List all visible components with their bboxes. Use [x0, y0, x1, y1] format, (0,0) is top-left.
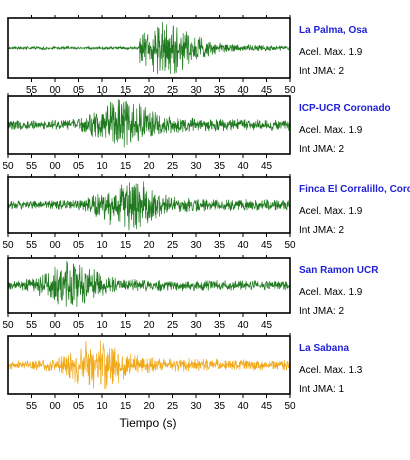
x-tick-label: 05	[73, 320, 85, 331]
x-tick-label: 10	[96, 161, 108, 172]
panel-3: 50 55 00 05 10 15 20 25 30 35 40 45 San Ramon UCR Ace…	[2, 255, 379, 331]
jma-intensity: Int JMA: 2	[299, 66, 344, 77]
max-acceleration: Acel. Max. 1.9	[299, 47, 363, 58]
panels-group: 55 00 05 10 15 20 25 30 35 40 45 50 La Palma, Osa Ace…	[2, 15, 410, 412]
x-tick-label: 55	[26, 85, 38, 96]
x-tick-label: 25	[167, 85, 179, 96]
x-tick-label: 50	[284, 240, 296, 251]
trace-1	[8, 99, 290, 148]
x-tick-label: 05	[73, 401, 85, 412]
x-tick-label: 25	[167, 161, 179, 172]
x-tick-label: 40	[237, 85, 249, 96]
max-acceleration: Acel. Max. 1.3	[299, 365, 363, 376]
x-tick-label: 40	[237, 240, 249, 251]
x-tick-label: 40	[237, 320, 249, 331]
x-tick-label: 00	[49, 401, 61, 412]
max-acceleration: Acel. Max. 1.9	[299, 125, 363, 136]
x-tick-label: 20	[143, 161, 155, 172]
x-tick-label: 00	[49, 320, 61, 331]
x-tick-label: 15	[120, 240, 132, 251]
station-name: ICP-UCR Coronado	[299, 103, 391, 114]
x-tick-label: 55	[26, 320, 38, 331]
x-tick-label: 35	[214, 401, 226, 412]
x-tick-label: 30	[190, 320, 202, 331]
x-tick-label: 40	[237, 161, 249, 172]
panel-0: 55 00 05 10 15 20 25 30 35 40 45 50 La Palma, Osa Ace…	[7, 15, 368, 96]
x-tick-label: 30	[190, 85, 202, 96]
x-tick-label: 50	[284, 401, 296, 412]
x-tick-label: 50	[284, 85, 296, 96]
x-tick-label: 25	[167, 401, 179, 412]
x-tick-label: 00	[49, 161, 61, 172]
x-tick-label: 30	[190, 161, 202, 172]
trace-2	[8, 181, 290, 231]
jma-intensity: Int JMA: 2	[299, 144, 344, 155]
x-tick-label: 50	[2, 240, 14, 251]
x-tick-label: 10	[96, 240, 108, 251]
x-tick-label: 25	[167, 320, 179, 331]
trace-0	[8, 22, 290, 75]
max-acceleration: Acel. Max. 1.9	[299, 287, 363, 298]
x-tick-label: 05	[73, 85, 85, 96]
panel-2: 50 55 00 05 10 15 20 25 30 35 40 45 50 Finca El Corra…	[2, 174, 410, 251]
x-tick-label: 30	[190, 401, 202, 412]
station-name: La Sabana	[299, 343, 349, 354]
x-tick-label: 05	[73, 240, 85, 251]
x-tick-label: 20	[143, 401, 155, 412]
x-tick-label: 10	[96, 401, 108, 412]
x-tick-label: 10	[96, 85, 108, 96]
x-tick-label: 35	[214, 240, 226, 251]
panel-1: 50 55 00 05 10 15 20 25 30 35 40 45 ICP-UCR Coronado…	[2, 93, 391, 172]
x-axis-title: Tiempo (s)	[120, 416, 177, 430]
x-tick-label: 30	[190, 240, 202, 251]
x-tick-label: 45	[261, 85, 273, 96]
x-tick-label: 20	[143, 320, 155, 331]
x-tick-label: 45	[261, 320, 273, 331]
x-tick-label: 15	[120, 161, 132, 172]
x-tick-label: 05	[73, 161, 85, 172]
x-tick-label: 15	[120, 401, 132, 412]
x-tick-label: 35	[214, 161, 226, 172]
jma-intensity: Int JMA: 2	[299, 306, 344, 317]
station-name: Finca El Corralillo, Coronado	[299, 184, 410, 195]
jma-intensity: Int JMA: 1	[299, 384, 344, 395]
x-tick-label: 20	[143, 240, 155, 251]
x-tick-label: 10	[96, 320, 108, 331]
x-tick-label: 15	[120, 85, 132, 96]
x-tick-label: 45	[261, 161, 273, 172]
x-tick-label: 40	[237, 401, 249, 412]
x-tick-label: 55	[26, 401, 38, 412]
x-tick-label: 50	[2, 161, 14, 172]
station-name: La Palma, Osa	[299, 25, 368, 36]
trace-3	[8, 260, 290, 307]
x-tick-label: 35	[214, 320, 226, 331]
max-acceleration: Acel. Max. 1.9	[299, 206, 363, 217]
x-tick-label: 55	[26, 240, 38, 251]
x-tick-label: 35	[214, 85, 226, 96]
x-tick-label: 00	[49, 240, 61, 251]
station-name: San Ramon UCR	[299, 265, 379, 276]
x-tick-label: 20	[143, 85, 155, 96]
x-tick-label: 45	[261, 401, 273, 412]
x-tick-label: 00	[49, 85, 61, 96]
x-tick-label: 25	[167, 240, 179, 251]
jma-intensity: Int JMA: 2	[299, 225, 344, 236]
x-tick-label: 45	[261, 240, 273, 251]
x-tick-label: 50	[2, 320, 14, 331]
trace-4	[8, 340, 290, 390]
x-tick-label: 15	[120, 320, 132, 331]
panel-4: 55 00 05 10 15 20 25 30 35 40 45 50 La Sabana Acel. M…	[7, 333, 363, 412]
x-tick-label: 55	[26, 161, 38, 172]
